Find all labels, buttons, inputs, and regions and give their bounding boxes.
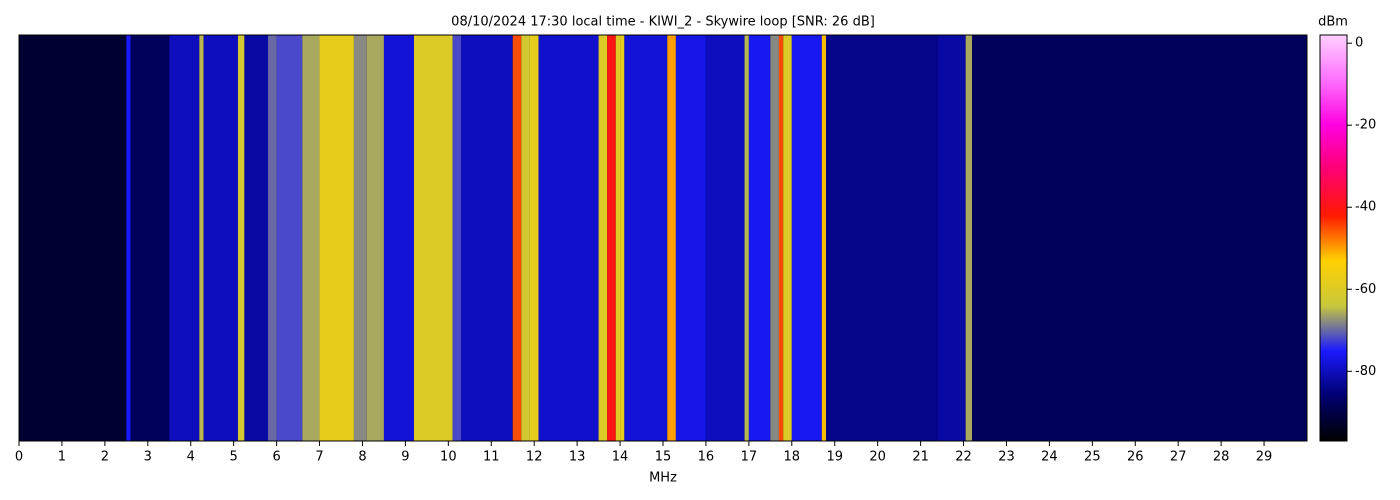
frequency-band xyxy=(615,35,621,441)
frequency-band xyxy=(461,35,513,441)
colorbar-tick-label: -60 xyxy=(1355,282,1376,297)
x-tick-label: 1 xyxy=(58,450,66,465)
x-tick-label: 26 xyxy=(1127,450,1144,465)
frequency-band xyxy=(778,35,784,441)
frequency-band xyxy=(276,35,303,441)
frequency-band xyxy=(821,35,827,441)
x-axis-label: MHz xyxy=(649,471,677,486)
x-tick-label: 0 xyxy=(15,450,23,465)
frequency-band xyxy=(624,35,668,441)
frequency-band xyxy=(529,35,539,441)
frequency-band xyxy=(203,35,238,441)
colorbar-tick-label: -40 xyxy=(1355,200,1376,215)
colorbar-tick-label: 0 xyxy=(1355,36,1363,51)
colorbar-tick-label: -20 xyxy=(1355,118,1376,133)
frequency-band xyxy=(521,35,530,441)
frequency-band xyxy=(383,35,414,441)
frequency-band xyxy=(607,35,616,441)
x-tick-label: 13 xyxy=(569,450,586,465)
frequency-band xyxy=(826,35,938,441)
x-tick-label: 6 xyxy=(272,450,280,465)
frequency-band xyxy=(19,35,127,441)
frequency-band xyxy=(791,35,822,441)
x-tick-label: 22 xyxy=(955,450,972,465)
frequency-band xyxy=(366,35,384,441)
frequency-band xyxy=(972,35,1307,441)
x-tick-label: 28 xyxy=(1213,450,1230,465)
frequency-band xyxy=(538,35,599,441)
x-tick-label: 14 xyxy=(612,450,629,465)
chart-title: 08/10/2024 17:30 local time - KIWI_2 - S… xyxy=(451,15,875,30)
frequency-band xyxy=(244,35,269,441)
x-tick-label: 10 xyxy=(440,450,457,465)
frequency-band xyxy=(130,35,170,441)
frequency-band xyxy=(748,35,771,441)
frequency-band xyxy=(770,35,779,441)
colorbar-tick-label: -80 xyxy=(1355,364,1376,379)
frequency-band xyxy=(452,35,462,441)
frequency-band xyxy=(620,35,625,441)
frequency-band xyxy=(965,35,973,441)
frequency-band xyxy=(667,35,676,441)
x-tick-label: 27 xyxy=(1170,450,1187,465)
x-tick-label: 7 xyxy=(315,450,323,465)
x-tick-label: 9 xyxy=(401,450,409,465)
x-tick-label: 4 xyxy=(187,450,195,465)
x-tick-label: 21 xyxy=(912,450,929,465)
frequency-band xyxy=(512,35,522,441)
x-tick-label: 15 xyxy=(655,450,672,465)
frequency-band xyxy=(675,35,706,441)
frequency-band xyxy=(237,35,245,441)
colorbar-label: dBm xyxy=(1318,15,1348,30)
x-tick-label: 16 xyxy=(698,450,715,465)
x-tick-label: 29 xyxy=(1256,450,1273,465)
frequency-band xyxy=(319,35,354,441)
x-tick-label: 25 xyxy=(1084,450,1101,465)
frequency-band xyxy=(302,35,320,441)
frequency-band xyxy=(353,35,367,441)
frequency-band xyxy=(126,35,131,441)
x-tick-label: 3 xyxy=(144,450,152,465)
x-tick-label: 20 xyxy=(869,450,886,465)
x-tick-label: 23 xyxy=(998,450,1015,465)
x-tick-label: 19 xyxy=(826,450,843,465)
x-tick-label: 8 xyxy=(358,450,366,465)
x-tick-label: 5 xyxy=(230,450,238,465)
frequency-band xyxy=(598,35,608,441)
frequency-band xyxy=(268,35,277,441)
colorbar xyxy=(1319,34,1348,442)
x-tick-label: 18 xyxy=(784,450,801,465)
frequency-band xyxy=(744,35,749,441)
x-tick-label: 2 xyxy=(101,450,109,465)
frequency-band xyxy=(413,35,453,441)
x-tick-label: 24 xyxy=(1041,450,1058,465)
frequency-band xyxy=(937,35,966,441)
frequency-band xyxy=(169,35,200,441)
frequency-band xyxy=(705,35,745,441)
frequency-band xyxy=(783,35,792,441)
x-tick-label: 12 xyxy=(526,450,543,465)
x-tick-label: 11 xyxy=(483,450,500,465)
frequency-band xyxy=(199,35,204,441)
x-tick-label: 17 xyxy=(741,450,758,465)
